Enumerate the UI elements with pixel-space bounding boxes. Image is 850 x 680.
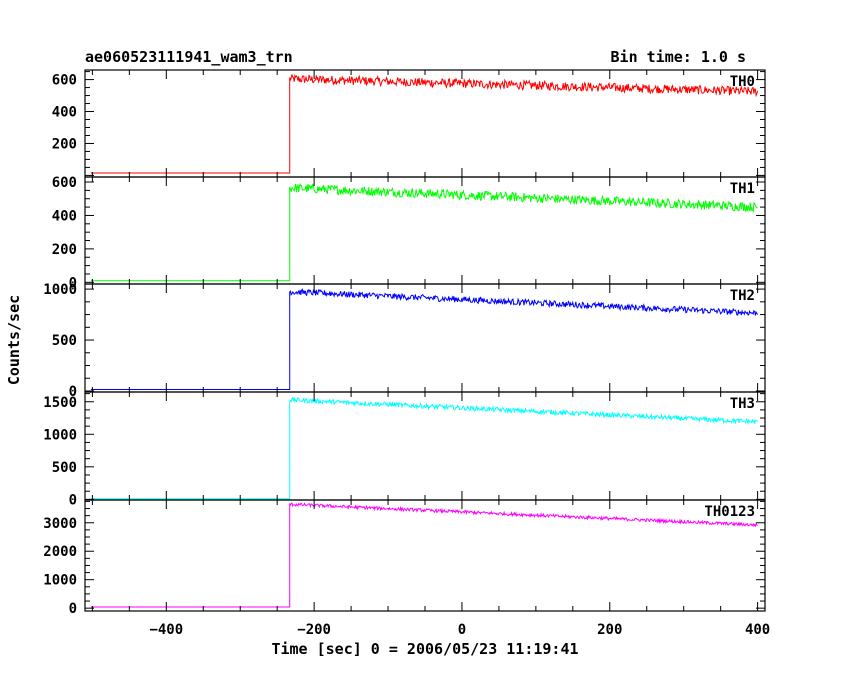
y-tick-label-th2: 1000 (43, 282, 77, 298)
y-axis-label: Counts/sec (5, 295, 23, 385)
x-tick-label: 200 (597, 622, 622, 638)
y-tick-label-th1: 0 (69, 275, 77, 291)
x-tick-label: −200 (297, 622, 331, 638)
panel-th3: 0 500 1000 1500 TH3 (43, 391, 766, 508)
panel-label-th1: TH1 (730, 181, 755, 197)
panel-th0123: 0 1000 2000 3000 TH0123 (43, 499, 766, 617)
panel-frame-th1 (84, 176, 766, 285)
panel-label-th0: TH0 (730, 74, 755, 90)
y-tick-label-th3: 500 (52, 460, 77, 476)
panel-label-th3: TH3 (730, 396, 755, 412)
panel-frame-th2 (84, 283, 766, 393)
series-line-th0123 (90, 502, 758, 608)
y-tick-label-th3: 1000 (43, 427, 77, 443)
panel-th2: 0 500 1000 TH2 (43, 282, 766, 400)
panel-frame-th0123 (84, 499, 766, 612)
y-tick-label-th0123: 3000 (43, 516, 77, 532)
series-line-th2 (90, 288, 759, 390)
y-tick-label-th1: 200 (52, 242, 77, 258)
y-tick-label-th0123: 2000 (43, 544, 77, 560)
series-line-th1 (90, 182, 758, 282)
x-tick-label: 0 (458, 622, 466, 638)
x-axis-label: Time [sec] 0 = 2006/05/23 11:19:41 (271, 640, 578, 658)
panel-th1: 0 200 400 600 TH1 (52, 175, 766, 291)
y-tick-label-th0123: 0 (69, 601, 77, 617)
series-line-th3 (90, 396, 758, 500)
y-tick-label-th3: 1500 (43, 395, 77, 411)
y-tick-label-th3: 0 (69, 492, 77, 508)
y-tick-label-th2: 0 (69, 384, 77, 400)
y-tick-label-th0123: 1000 (43, 573, 77, 589)
y-tick-label-th1: 400 (52, 208, 77, 224)
panel-label-th2: TH2 (730, 288, 755, 304)
panel-th0: 200 400 600 TH0 (52, 69, 766, 178)
y-tick-label-th1: 600 (52, 175, 77, 191)
x-tick-label: −400 (149, 622, 183, 638)
panels-group: 200 400 600 TH0 0 200 400 600 TH1 0 500 1000 TH2 0 500… (43, 69, 766, 617)
chart-header-right: Bin time: 1.0 s (611, 48, 746, 66)
x-axis: −400 −200 0 200 400 (149, 622, 770, 638)
y-tick-label-th0: 600 (52, 73, 77, 89)
panel-label-th0123: TH0123 (704, 504, 755, 520)
x-tick-label: 400 (745, 622, 770, 638)
y-tick-label-th0: 400 (52, 105, 77, 121)
y-tick-label-th0: 200 (52, 136, 77, 152)
series-line-th0 (90, 73, 759, 174)
chart-header-left: ae060523111941_wam3_trn (85, 48, 293, 66)
y-tick-label-th2: 500 (52, 333, 77, 349)
panel-frame-th0 (84, 69, 766, 178)
